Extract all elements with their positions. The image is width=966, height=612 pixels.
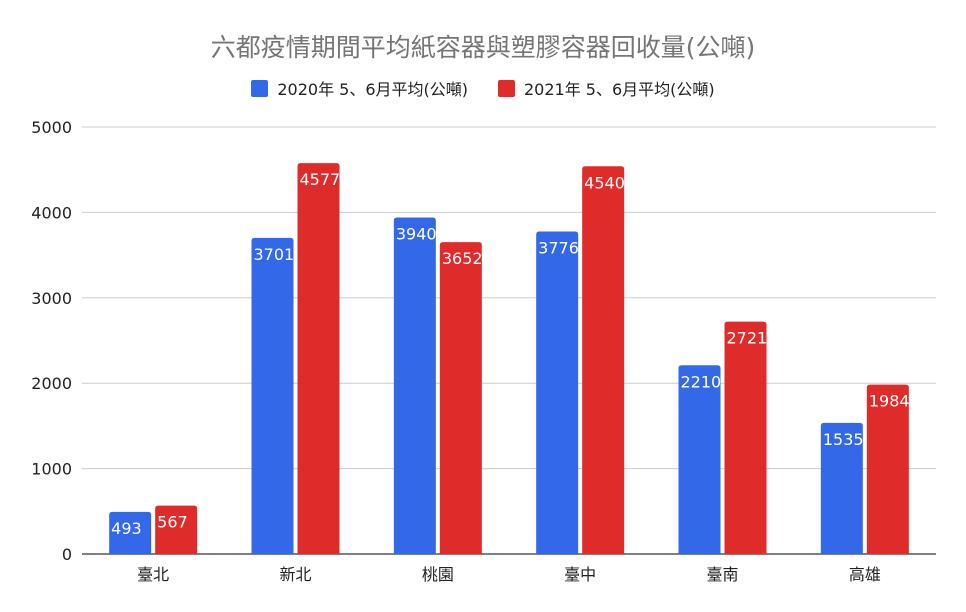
bar xyxy=(251,237,294,554)
bar xyxy=(678,365,721,554)
data-label: 3940 xyxy=(396,225,437,244)
bar xyxy=(439,242,482,554)
x-tick-label: 臺中 xyxy=(564,565,596,584)
legend-item-2020: 2020年 5、6月平均(公噸) xyxy=(251,76,468,100)
x-tick-label: 高雄 xyxy=(849,565,881,584)
y-tick-label: 4000 xyxy=(31,203,72,222)
legend-label-2020: 2020年 5、6月平均(公噸) xyxy=(277,80,468,99)
data-label: 3701 xyxy=(254,245,295,264)
legend-item-2021: 2021年 5、6月平均(公噸) xyxy=(498,76,715,100)
y-tick-label: 3000 xyxy=(31,289,72,308)
legend-swatch-2020 xyxy=(251,79,269,97)
data-label: 493 xyxy=(111,519,142,538)
x-tick-label: 新北 xyxy=(279,565,311,584)
x-tick-label: 臺南 xyxy=(706,565,738,584)
bar xyxy=(393,217,436,555)
bar xyxy=(724,321,767,554)
bar xyxy=(297,163,340,554)
chart-title: 六都疫情期間平均紙容器與塑膠容器回收量(公噸) xyxy=(210,33,756,62)
bar xyxy=(866,384,909,554)
data-label: 4540 xyxy=(584,173,625,192)
bar xyxy=(820,422,863,554)
y-tick-label: 0 xyxy=(62,545,72,564)
bar xyxy=(109,511,152,554)
legend-label-2021: 2021年 5、6月平均(公噸) xyxy=(524,80,715,99)
data-label: 2721 xyxy=(727,329,768,348)
data-label: 1535 xyxy=(823,430,864,449)
y-tick-label: 1000 xyxy=(31,460,72,479)
bar xyxy=(155,505,198,554)
data-label: 4577 xyxy=(300,170,341,189)
bar xyxy=(536,231,579,554)
data-label: 567 xyxy=(157,513,188,532)
y-tick-label: 2000 xyxy=(31,374,72,393)
data-label: 1984 xyxy=(869,392,910,411)
y-tick-label: 5000 xyxy=(31,118,72,137)
x-tick-label: 桃園 xyxy=(422,565,454,584)
bar xyxy=(582,166,625,554)
data-label: 3776 xyxy=(538,239,579,258)
data-label: 2210 xyxy=(681,372,722,391)
x-tick-label: 臺北 xyxy=(137,565,169,584)
legend-swatch-2021 xyxy=(498,79,515,97)
legend: 2020年 5、6月平均(公噸) 2021年 5、6月平均(公噸) xyxy=(0,76,966,100)
data-label: 3652 xyxy=(442,249,483,268)
